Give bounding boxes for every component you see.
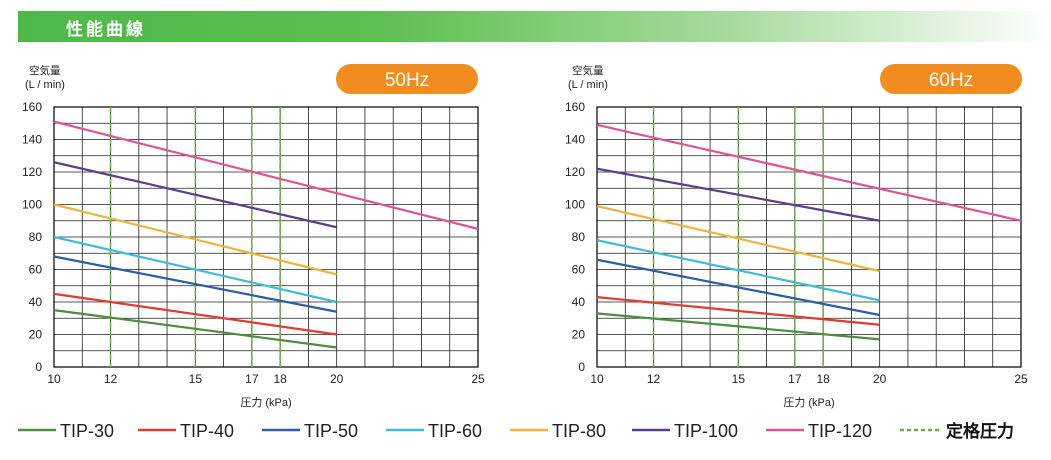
x-tick-label: 17	[245, 372, 259, 386]
legend-label-tip-120: TIP-120	[808, 421, 872, 441]
section-title: 性能曲線	[66, 20, 146, 40]
y-tick-label: 0	[578, 360, 585, 374]
y-tick-label: 40	[29, 295, 43, 309]
series-line-tip-30	[53, 309, 337, 349]
series-line-tip-60	[596, 239, 880, 302]
y-axis-unit: (L / min)	[568, 79, 608, 91]
legend-label-tip-80: TIP-80	[552, 421, 606, 441]
y-tick-label: 140	[22, 133, 42, 147]
x-tick-label: 25	[1014, 372, 1028, 386]
y-tick-label: 40	[572, 295, 586, 309]
legend-label-tip-100: TIP-100	[674, 421, 738, 441]
y-axis-label: 空気量	[29, 64, 61, 77]
frequency-badge-label: 60Hz	[929, 70, 973, 91]
x-axis-label: 圧力 (kPa)	[783, 396, 834, 409]
legend-label-tip-40: TIP-40	[180, 421, 234, 441]
y-axis-unit: (L / min)	[25, 79, 65, 91]
y-tick-label: 60	[29, 263, 43, 277]
y-tick-label: 140	[565, 133, 585, 147]
x-tick-label: 17	[788, 372, 802, 386]
frequency-badge	[336, 64, 478, 94]
x-tick-label: 10	[590, 372, 604, 386]
series-line-tip-40	[53, 292, 337, 336]
y-axis-label: 空気量	[572, 64, 604, 77]
frequency-badge-label: 50Hz	[385, 70, 429, 91]
series-line-tip-120	[53, 120, 479, 230]
y-tick-label: 80	[29, 230, 43, 244]
y-tick-label: 100	[565, 198, 585, 212]
plot-frame	[596, 106, 1022, 368]
x-tick-label: 20	[873, 372, 887, 386]
y-tick-label: 20	[29, 328, 43, 342]
series-line-tip-50	[596, 258, 880, 317]
y-tick-label: 0	[35, 360, 42, 374]
series-line-tip-40	[596, 296, 880, 326]
x-axis-label: 圧力 (kPa)	[240, 396, 291, 409]
series-line-tip-80	[53, 203, 337, 276]
series-line-tip-100	[596, 167, 880, 222]
x-tick-label: 18	[273, 372, 287, 386]
x-tick-label: 12	[104, 372, 118, 386]
section-header-bar: 性能曲線	[18, 11, 1051, 42]
x-tick-label: 12	[647, 372, 661, 386]
y-tick-label: 60	[572, 263, 586, 277]
y-tick-label: 20	[572, 328, 586, 342]
chart-60Hz: 0 20 40 60 80 100 120 140 160 10 12 15 17 18 20 25 圧力 (k…	[565, 64, 1028, 409]
x-tick-label: 15	[189, 372, 203, 386]
legend-label-tip-30: TIP-30	[60, 421, 114, 441]
x-tick-label: 20	[330, 372, 344, 386]
y-tick-label: 160	[22, 100, 42, 114]
x-tick-label: 15	[732, 372, 746, 386]
series-line-tip-50	[53, 255, 337, 313]
y-tick-label: 120	[565, 165, 585, 179]
series-line-tip-80	[596, 205, 880, 273]
y-tick-label: 160	[565, 100, 585, 114]
legend: TIP-30 TIP-40 TIP-50 TIP-60 TIP-80 TIP-100 TIP…	[18, 421, 1014, 441]
frequency-badge	[880, 64, 1022, 94]
series-line-tip-60	[53, 235, 337, 304]
chart-50Hz: 0 20 40 60 80 100 120 140 160 10 12 15 17 18 20 25 圧力 (k…	[22, 64, 485, 409]
series-line-tip-30	[596, 312, 880, 341]
y-tick-label: 100	[22, 198, 42, 212]
x-tick-label: 10	[47, 372, 61, 386]
y-tick-label: 80	[572, 230, 586, 244]
y-tick-label: 120	[22, 165, 42, 179]
legend-label-tip-60: TIP-60	[428, 421, 482, 441]
legend-label-tip-50: TIP-50	[304, 421, 358, 441]
series-line-tip-100	[53, 161, 337, 229]
x-tick-label: 25	[471, 372, 485, 386]
series-line-tip-120	[596, 123, 1022, 222]
legend-label-rated-pressure: 定格圧力	[946, 421, 1014, 441]
x-tick-label: 18	[816, 372, 830, 386]
